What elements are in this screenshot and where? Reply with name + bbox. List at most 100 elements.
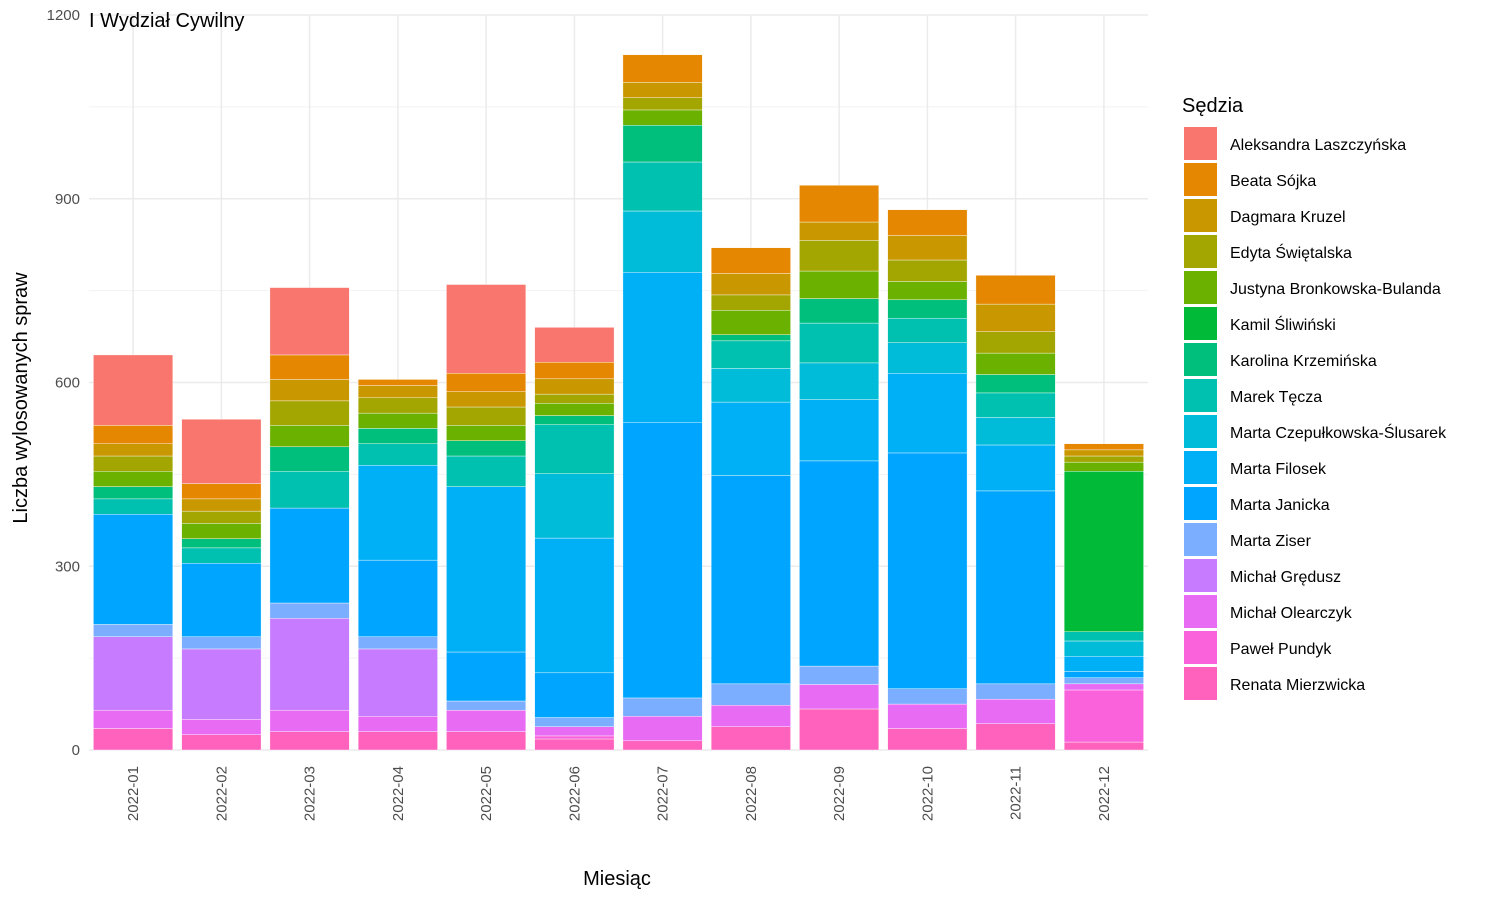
bar-segment — [622, 161, 703, 212]
bar-segment — [357, 412, 438, 429]
y-axis-title: Liczba wylosowanych spraw — [10, 272, 32, 524]
bar-segment — [357, 379, 438, 386]
bar-segment — [357, 385, 438, 399]
bar-segment — [710, 705, 791, 727]
bar-segment — [622, 716, 703, 742]
bar-segment — [534, 403, 615, 416]
legend-swatch — [1184, 127, 1217, 160]
bar-segment — [887, 373, 968, 454]
bar-segment — [622, 109, 703, 126]
bar-segment — [357, 397, 438, 414]
bar-segment — [710, 726, 791, 751]
bar-segment — [357, 464, 438, 561]
x-tick-label: 2022-12 — [1096, 766, 1113, 821]
bar-segment — [181, 734, 262, 751]
bar-segment — [799, 270, 880, 299]
legend-label: Marta Czepułkowska-Ślusarek — [1230, 423, 1447, 442]
bar-segment — [710, 247, 791, 274]
bar-segment — [622, 54, 703, 83]
bar-segment — [1063, 461, 1144, 472]
bar-segment — [181, 498, 262, 512]
legend-swatch — [1184, 307, 1217, 340]
bar-segment — [710, 273, 791, 296]
bar-segment — [534, 537, 615, 674]
x-tick-label: 2022-04 — [390, 766, 407, 821]
bar-segment — [887, 299, 968, 319]
x-tick-label: 2022-05 — [478, 766, 495, 821]
bar-segment — [799, 708, 880, 751]
bar-segment — [887, 342, 968, 374]
bar-segment — [799, 322, 880, 364]
x-tick-label: 2022-10 — [919, 766, 936, 821]
bar-segment — [1063, 455, 1144, 463]
bar-segment — [887, 209, 968, 236]
legend-swatch — [1184, 451, 1217, 484]
bar-segment — [357, 648, 438, 717]
bar-segment — [710, 475, 791, 685]
bar-segment — [887, 317, 968, 343]
bar-segment — [93, 709, 174, 729]
legend-swatch — [1184, 631, 1217, 664]
bar-segment — [534, 735, 615, 740]
bar-segment — [710, 683, 791, 706]
legend-title: Sędzia — [1182, 95, 1244, 117]
bar-segment — [534, 393, 615, 404]
legend-label: Kamil Śliwiński — [1230, 315, 1336, 334]
bar-segment — [446, 486, 527, 653]
legend-label: Marta Filosek — [1230, 461, 1327, 478]
bar-segment — [887, 281, 968, 301]
legend-swatch — [1184, 235, 1217, 268]
legend-label: Paweł Pundyk — [1230, 641, 1332, 658]
bar-segment — [93, 498, 174, 515]
bar-segment — [446, 731, 527, 751]
axis-layer: 0 300 600 900 1200 2022-01 2022-02 2022-03 2022-… — [47, 7, 1113, 821]
legend-label: Karolina Krzemińska — [1230, 353, 1377, 370]
legend-label: Renata Mierzwicka — [1230, 677, 1365, 694]
bar-segment — [181, 483, 262, 500]
bar-segment — [269, 709, 350, 732]
legend-label: Aleksandra Laszczyńska — [1230, 137, 1406, 154]
bar-segment — [269, 731, 350, 751]
bar-segment — [799, 399, 880, 462]
bar-segment — [93, 354, 174, 426]
x-tick-label: 2022-09 — [831, 766, 848, 821]
bar-segment — [93, 624, 174, 637]
y-tick-label: 0 — [72, 742, 80, 759]
legend-swatch — [1184, 595, 1217, 628]
bar-segment — [269, 354, 350, 380]
legend-label: Michał Grędusz — [1230, 569, 1341, 586]
bar-segment — [534, 473, 615, 539]
x-tick-label: 2022-06 — [566, 766, 583, 821]
bar-segment — [93, 636, 174, 711]
bar-segment — [357, 428, 438, 444]
bar-segment — [887, 235, 968, 261]
bar-segment — [622, 97, 703, 111]
x-tick-label: 2022-07 — [655, 766, 672, 821]
bar-segment — [710, 334, 791, 342]
bar-segment — [1063, 640, 1144, 657]
legend-label: Marta Ziser — [1230, 533, 1312, 550]
legend-swatch — [1184, 199, 1217, 232]
bar-segment — [446, 284, 527, 374]
x-axis-title: Miesiąc — [583, 868, 651, 890]
bar-segment — [534, 327, 615, 363]
legend-label: Michał Olearczyk — [1230, 605, 1353, 622]
bar-segment — [357, 731, 438, 751]
bar-segment — [181, 636, 262, 650]
bar-segment — [975, 352, 1056, 375]
bar-segment — [181, 648, 262, 720]
bar-segment — [710, 401, 791, 476]
bar-segment — [975, 392, 1056, 418]
y-tick-label: 900 — [55, 191, 80, 208]
bar-segment — [799, 665, 880, 685]
bar-segment — [799, 298, 880, 324]
bar-segment — [534, 726, 615, 737]
y-tick-label: 300 — [55, 558, 80, 575]
bar-segment — [710, 340, 791, 369]
legend-swatch — [1184, 415, 1217, 448]
x-tick-label: 2022-02 — [213, 766, 230, 821]
legend-label: Marta Janicka — [1230, 497, 1330, 514]
legend-swatch — [1184, 379, 1217, 412]
bar-segment — [269, 425, 350, 448]
legend-label: Dagmara Kruzel — [1230, 209, 1346, 226]
